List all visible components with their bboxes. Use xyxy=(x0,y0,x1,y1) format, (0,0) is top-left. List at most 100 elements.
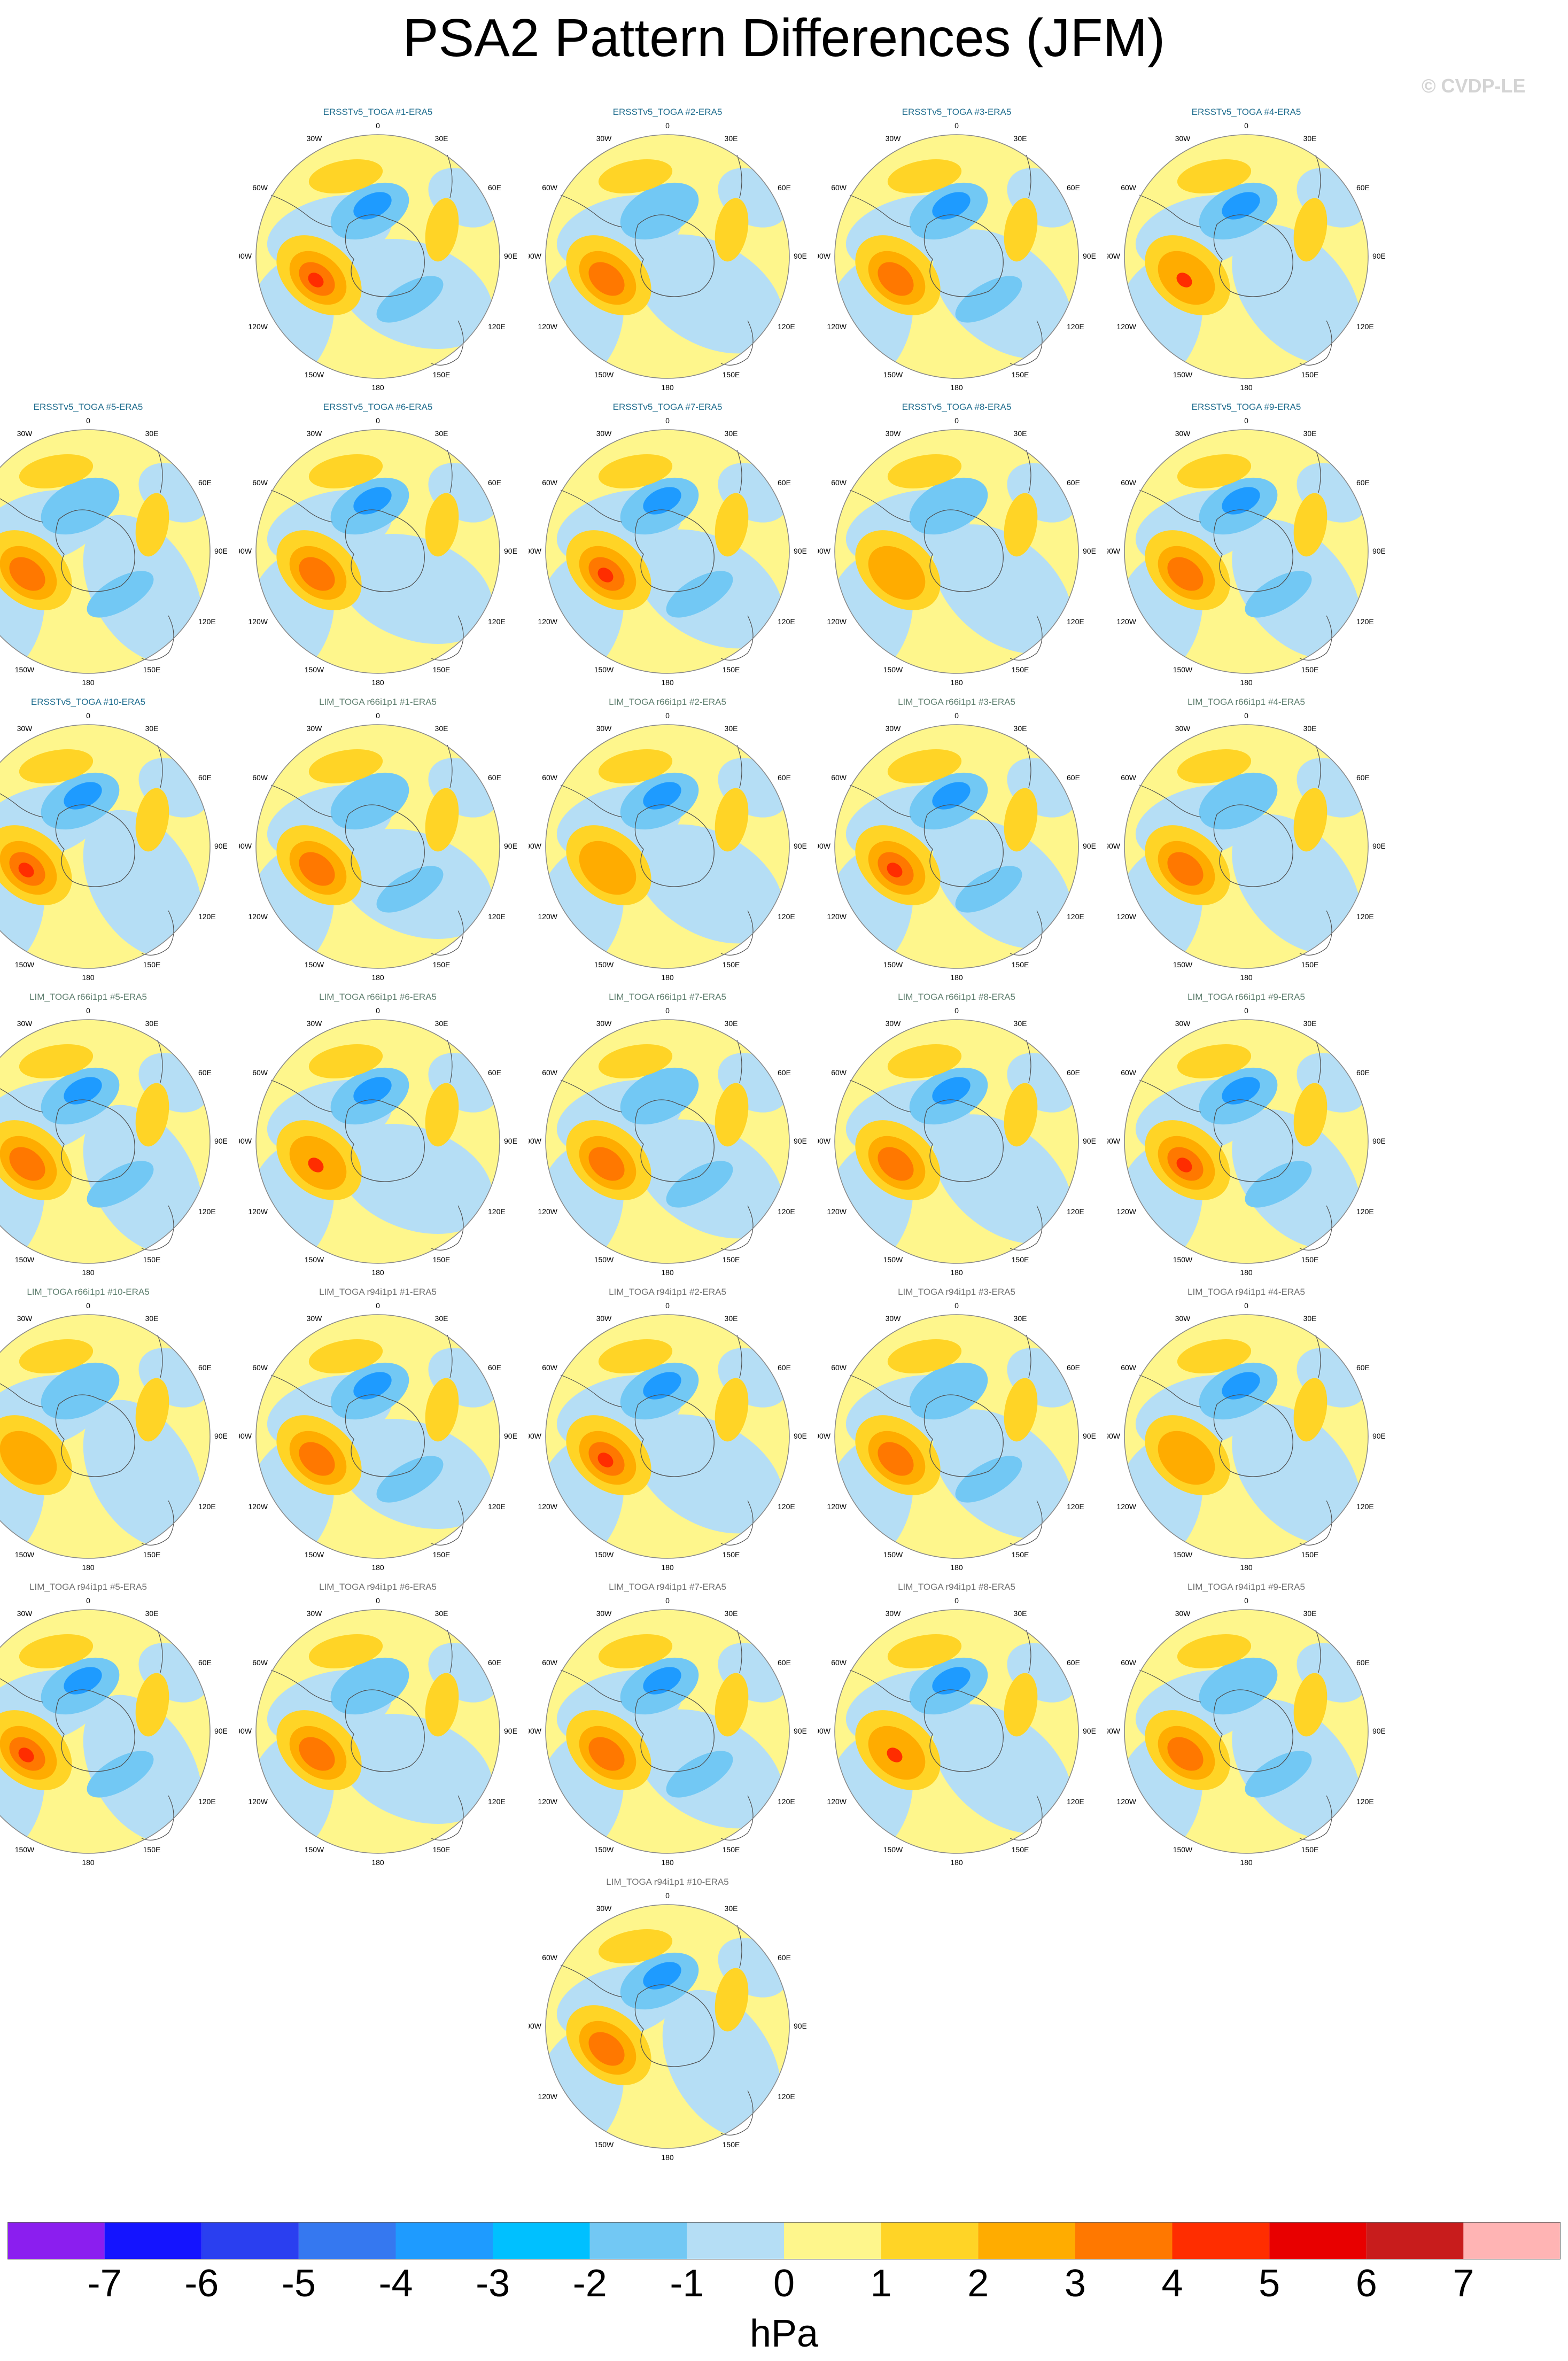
negative-anomaly xyxy=(41,477,120,535)
map-panel: LIM_TOGA r94i1p1 #4-ERA5 0 30E 60E 90E 120E 15… xyxy=(1107,1287,1385,1575)
longitude-label: 150W xyxy=(15,1550,35,1559)
australia-coastline xyxy=(431,910,464,956)
longitude-label: 150W xyxy=(1173,370,1193,379)
positive-anomaly xyxy=(425,198,459,262)
africa-coastline xyxy=(447,449,453,493)
negative-anomaly xyxy=(338,534,493,644)
longitude-label: 60E xyxy=(198,478,212,487)
panel-title: LIM_TOGA r94i1p1 #5-ERA5 xyxy=(29,1582,147,1592)
longitude-label: 30W xyxy=(307,1314,323,1323)
map-panel: LIM_TOGA r66i1p1 #8-ERA5 0 30E 60E 90E 120E 15… xyxy=(818,992,1096,1280)
positive-anomaly xyxy=(299,852,335,886)
longitude-label: 90E xyxy=(794,1137,806,1145)
longitude-label: 180 xyxy=(661,973,674,982)
positive-anomaly xyxy=(878,262,914,296)
longitude-label: 30E xyxy=(145,429,159,438)
longitude-label: 150E xyxy=(1301,665,1319,674)
longitude-label: 60E xyxy=(488,1363,501,1372)
longitude-label: 30E xyxy=(725,1314,738,1323)
antarctica-coastline xyxy=(923,1099,1004,1182)
longitude-label: 150W xyxy=(883,1255,903,1264)
longitude-label: 60E xyxy=(198,1363,212,1372)
negative-anomaly xyxy=(1222,1077,1260,1105)
map-border xyxy=(1124,429,1369,674)
australia-coastline xyxy=(1010,1205,1043,1251)
longitude-label: 150W xyxy=(883,665,903,674)
longitude-label: 150W xyxy=(1173,960,1193,969)
longitude-label: 150W xyxy=(594,2140,614,2149)
longitude-label: 150W xyxy=(883,370,903,379)
positive-anomaly xyxy=(588,2032,625,2066)
colorbar-swatch xyxy=(1366,2222,1464,2259)
positive-anomaly xyxy=(425,1083,459,1147)
longitude-label: 60W xyxy=(542,183,558,192)
antarctica-coastline xyxy=(1213,1099,1293,1182)
anomaly-field xyxy=(546,135,789,378)
anomaly-field xyxy=(546,1315,789,1558)
longitude-label: 0 xyxy=(954,1301,959,1310)
longitude-label: 30E xyxy=(1014,1609,1027,1618)
longitude-label: 30W xyxy=(307,1019,323,1028)
map-border xyxy=(834,1314,1079,1559)
longitude-label: 120W xyxy=(538,1207,557,1216)
longitude-label: 90E xyxy=(794,842,806,850)
positive-anomaly xyxy=(19,454,94,488)
positive-anomaly xyxy=(308,1634,383,1668)
longitude-label: 90E xyxy=(794,547,806,555)
colorbar-tick-label: 2 xyxy=(967,2262,989,2305)
south-america-coastline xyxy=(270,1669,333,1703)
negative-anomaly xyxy=(643,1962,681,1990)
panel-title: LIM_TOGA r66i1p1 #10-ERA5 xyxy=(27,1287,150,1297)
antarctica-coastline xyxy=(634,214,715,297)
map-border xyxy=(255,724,500,969)
anomaly-field xyxy=(1124,135,1368,378)
longitude-label: 60E xyxy=(488,773,501,782)
longitude-label: 150E xyxy=(433,665,451,674)
anomaly-field xyxy=(0,1610,210,1853)
australia-coastline xyxy=(720,320,754,366)
colorbar-swatch xyxy=(201,2222,299,2259)
longitude-label: 90E xyxy=(1372,1727,1385,1735)
colorbar-units: hPa xyxy=(749,2312,819,2355)
anomaly-field xyxy=(1124,1315,1368,1558)
colorbar-ticks: -7 -6 -5 -4 -3 -2 -1 0 1 2 3 4 5 6 7 xyxy=(0,2262,1568,2315)
colorbar-tick-label: 1 xyxy=(870,2262,892,2305)
longitude-label: 30E xyxy=(1014,429,1027,438)
antarctica-coastline xyxy=(634,509,715,592)
longitude-label: 150W xyxy=(305,1255,324,1264)
africa-coastline xyxy=(1026,1334,1031,1378)
africa-coastline xyxy=(157,449,163,493)
antarctica-coastline xyxy=(345,1394,425,1477)
anomaly-field xyxy=(0,430,210,673)
longitude-label: 90E xyxy=(1372,547,1385,555)
positive-anomaly xyxy=(308,454,383,488)
longitude-label: 120W xyxy=(1116,322,1136,331)
africa-coastline xyxy=(736,449,742,493)
positive-anomaly xyxy=(1293,198,1328,262)
positive-anomaly xyxy=(887,863,903,877)
map-panel: ERSSTv5_TOGA #3-ERA5 0 30E 60E 90E 120E 150E 18… xyxy=(818,107,1096,395)
map-panel: LIM_TOGA r94i1p1 #2-ERA5 0 30E 60E 90E 120E 15… xyxy=(529,1287,806,1575)
map-border xyxy=(834,724,1079,969)
longitude-label: 90E xyxy=(1083,1727,1096,1735)
longitude-label: 0 xyxy=(1244,1301,1248,1310)
longitude-label: 30W xyxy=(596,724,612,733)
australia-coastline xyxy=(141,1500,174,1545)
africa-coastline xyxy=(447,1334,453,1378)
longitude-label: 90W xyxy=(529,1727,542,1735)
map-panel: ERSSTv5_TOGA #5-ERA5 0 30E 60E 90E 120E 150E 18… xyxy=(0,402,227,690)
longitude-label: 90E xyxy=(214,1727,227,1735)
longitude-label: 60E xyxy=(1356,183,1370,192)
longitude-label: 60W xyxy=(252,478,268,487)
map-border xyxy=(255,1609,500,1854)
longitude-label: 30W xyxy=(596,1019,612,1028)
map-panel: LIM_TOGA r66i1p1 #10-ERA5 0 30E 60E 90E 120E 1… xyxy=(0,1287,227,1575)
panel-title: LIM_TOGA r66i1p1 #2-ERA5 xyxy=(609,697,726,707)
longitude-label: 150W xyxy=(305,1845,324,1854)
anomaly-field xyxy=(0,1315,210,1558)
colorbar-tick-label: 3 xyxy=(1064,2262,1086,2305)
polar-map: 0 30E 60E 90E 120E 150E 180 150W 120W 90W 60W 30W xyxy=(239,121,517,392)
negative-anomaly xyxy=(666,1751,733,1798)
negative-anomaly xyxy=(1199,1657,1278,1715)
longitude-label: 150W xyxy=(883,1550,903,1559)
